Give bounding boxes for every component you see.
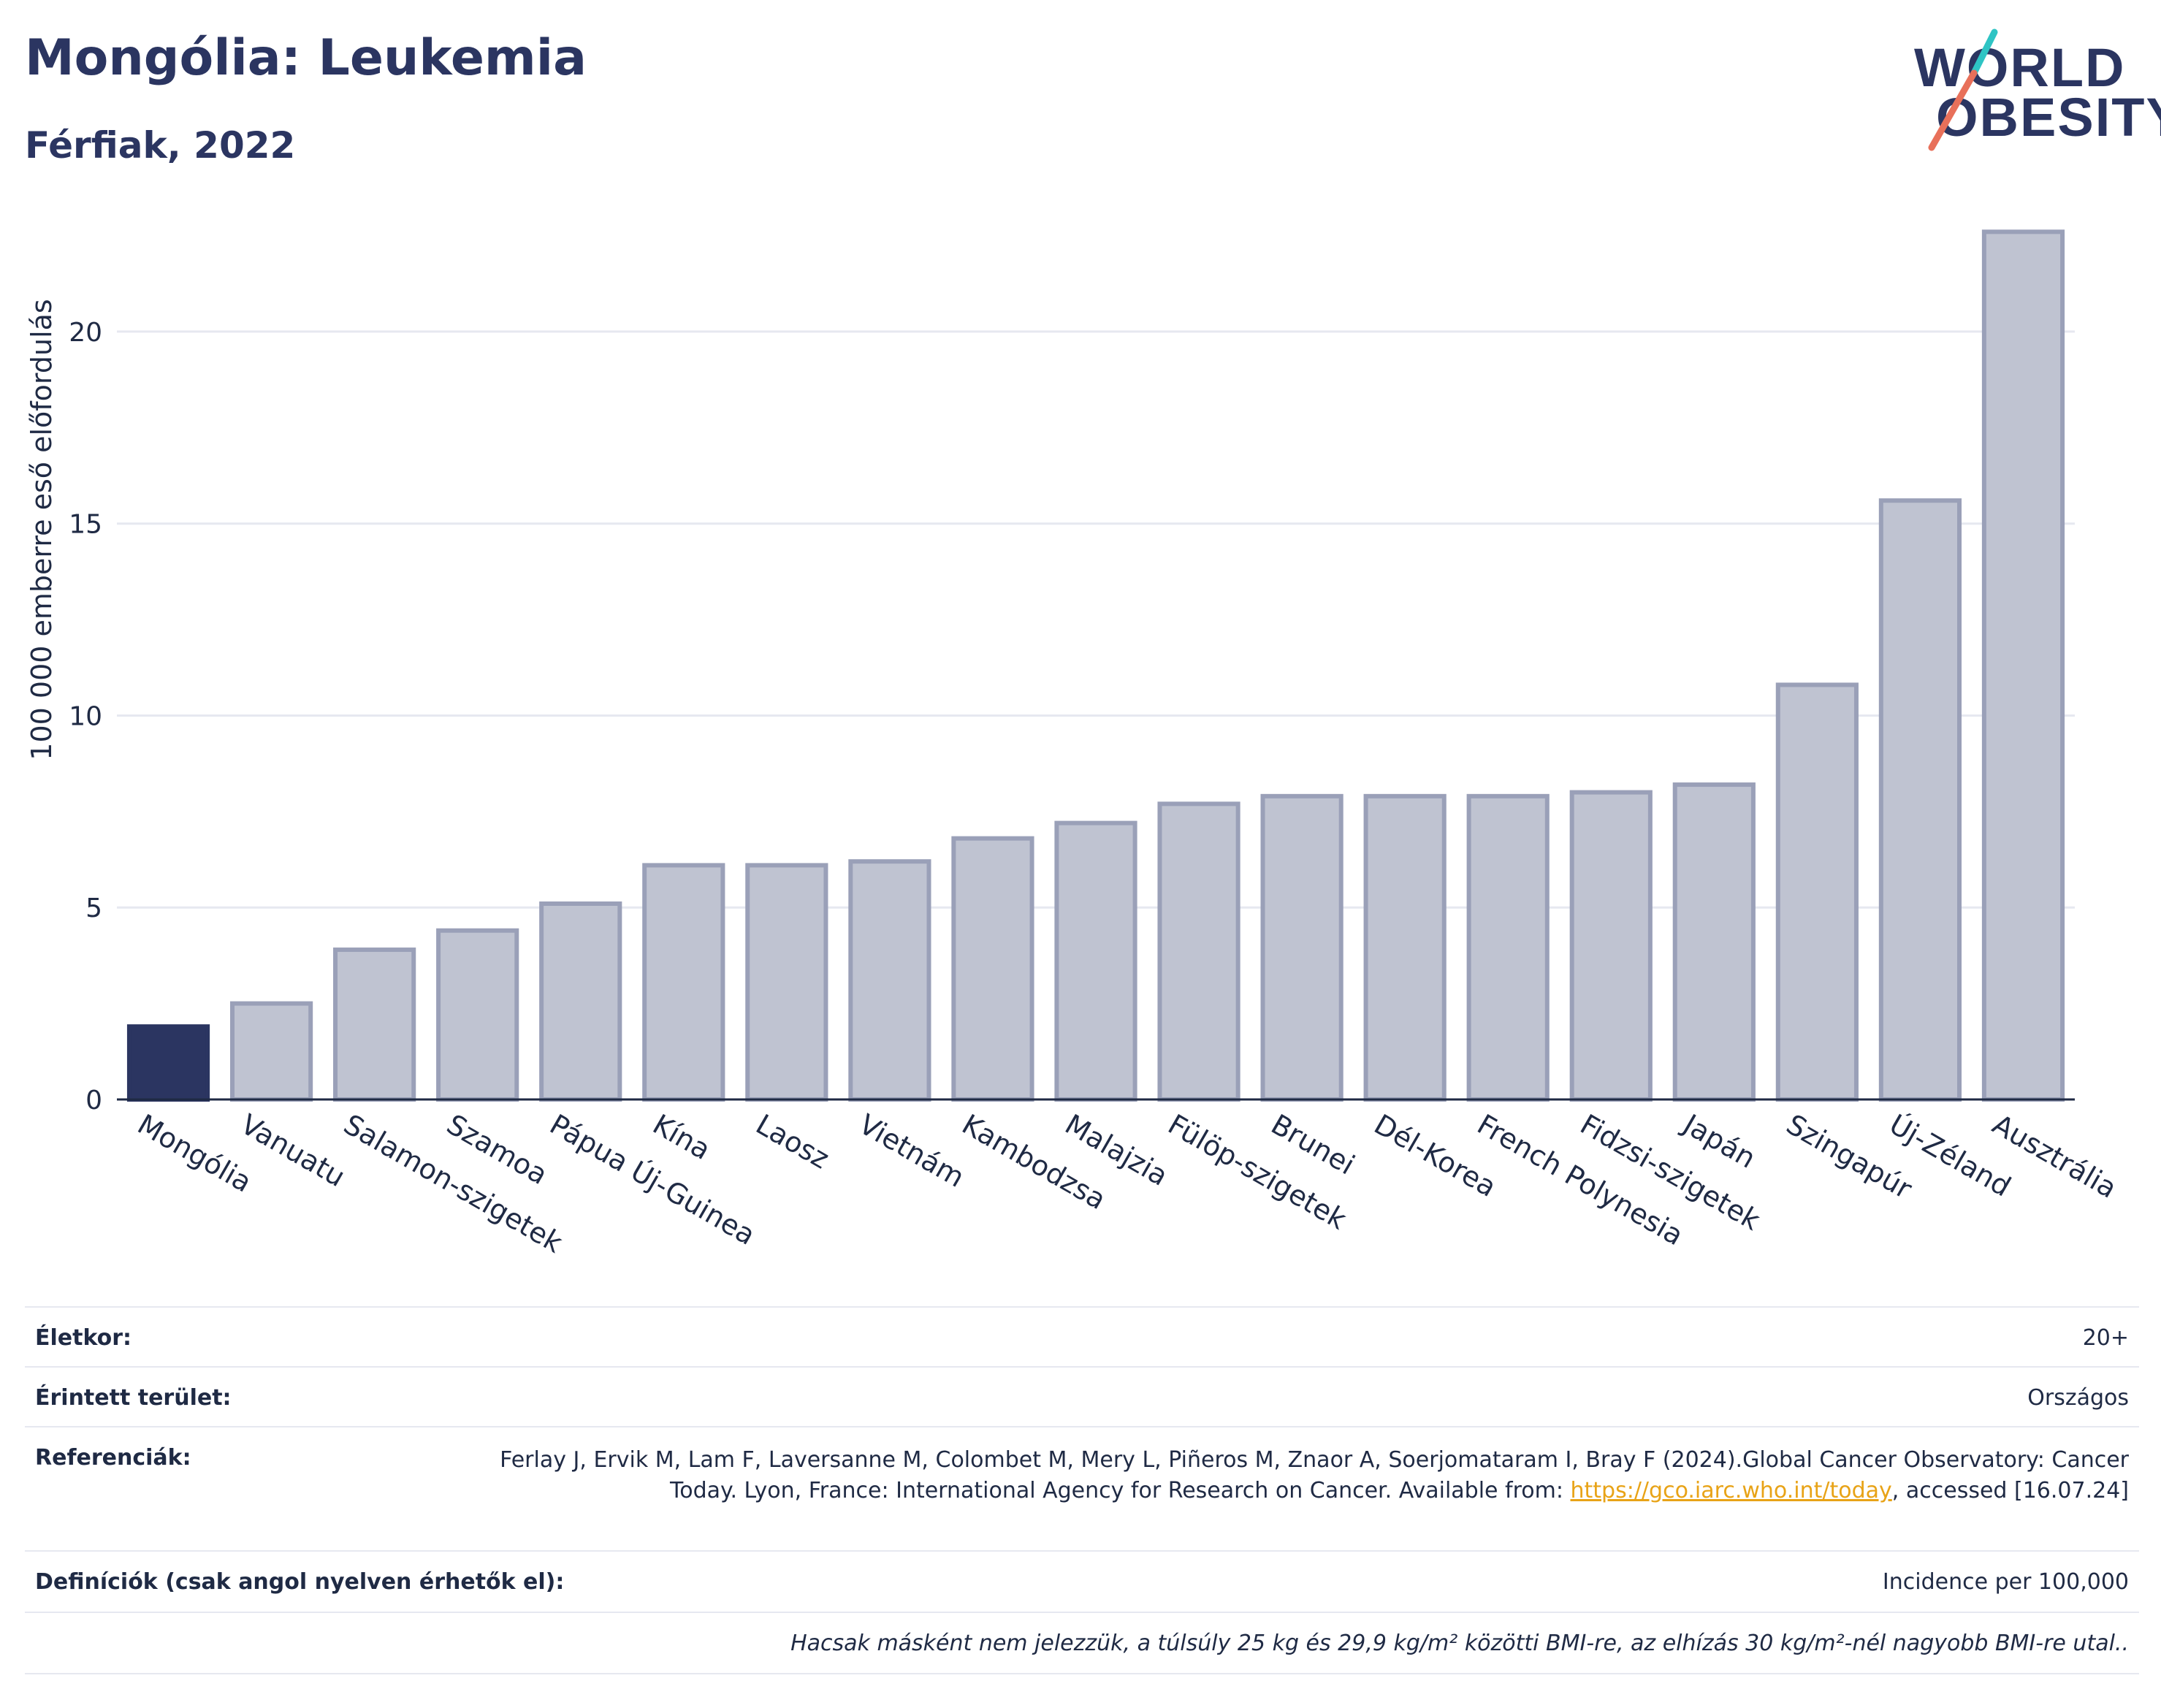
x-tick-label: Laosz (750, 1108, 834, 1175)
x-tick-label: Fülöp-szigetek (1163, 1108, 1352, 1236)
bar (539, 901, 622, 1102)
bar (1981, 229, 2065, 1102)
chart-subtitle: Férfiak, 2022 (25, 124, 296, 167)
logo-slash-icon (1928, 28, 1998, 151)
reference-text: Ferlay J, Ervik M, Lam F, Laversanne M, … (500, 1447, 2129, 1503)
bar (436, 928, 519, 1102)
reference-link[interactable]: https://gco.iarc.who.int/today (1570, 1478, 1892, 1503)
logo-line-1: WORLD (1914, 37, 2126, 98)
bar (1054, 820, 1137, 1102)
logo-line-2: OBESITY (1936, 87, 2161, 148)
y-tick-label: 15 (69, 510, 102, 540)
y-tick-label: 20 (69, 318, 102, 348)
bar (1775, 682, 1859, 1102)
reference-row: Referenciák: Ferlay J, Ervik M, Lam F, L… (25, 1426, 2139, 1550)
bar (951, 836, 1034, 1102)
bar (229, 1001, 313, 1102)
y-tick-label: 5 (85, 893, 102, 923)
bar (848, 859, 931, 1102)
bar (333, 948, 416, 1102)
bar-chart: 05101520MongóliaVanuatuSalamon-szigetekS… (26, 229, 2122, 1259)
bar (1260, 793, 1344, 1102)
bar (642, 863, 725, 1102)
x-tick-label: Vietnám (853, 1108, 969, 1194)
bar (1672, 782, 1756, 1102)
bar-highlight (126, 1024, 210, 1102)
bar (745, 863, 828, 1102)
area-value: Országos (2027, 1385, 2129, 1411)
bar (1569, 790, 1653, 1102)
bars (126, 229, 2065, 1102)
bar (1466, 793, 1550, 1102)
bar (1157, 801, 1240, 1102)
info-table: Életkor: 20+ Érintett terület: Országos … (25, 1306, 2139, 1674)
bar (1878, 498, 1962, 1102)
x-tick-label: Mongólia (132, 1108, 257, 1199)
x-tick-label: Vanuatu (235, 1108, 351, 1193)
reference-label: Referenciák: (35, 1445, 191, 1471)
definition-label: Definíciók (csak angol nyelven érhetők e… (35, 1569, 565, 1595)
note-text: Hacsak másként nem jelezzük, a túlsúly 2… (790, 1631, 2129, 1656)
age-value: 20+ (2082, 1325, 2129, 1351)
y-tick-label: 10 (69, 701, 102, 731)
x-tick-label: Kína (647, 1108, 716, 1167)
area-row: Érintett terület: Országos (25, 1366, 2139, 1426)
chart-title: Mongólia: Leukemia (25, 29, 587, 87)
age-label: Életkor: (35, 1325, 132, 1351)
age-row: Életkor: 20+ (25, 1306, 2139, 1366)
y-axis-title: 100 000 emberre eső előfordulás (26, 299, 58, 760)
y-tick-label: 0 (85, 1086, 102, 1116)
world-obesity-logo: WORLD OBESITY (1907, 22, 2161, 153)
definition-value: Incidence per 100,000 (1882, 1569, 2129, 1595)
reference-accessed: , accessed [16.07.24] (1891, 1478, 2129, 1503)
note-row: Hacsak másként nem jelezzük, a túlsúly 2… (25, 1612, 2139, 1674)
bar (1363, 793, 1447, 1102)
area-label: Érintett terület: (35, 1385, 232, 1411)
definition-row: Definíciók (csak angol nyelven érhetők e… (25, 1550, 2139, 1612)
reference-value: Ferlay J, Ervik M, Lam F, Laversanne M, … (449, 1445, 2129, 1506)
